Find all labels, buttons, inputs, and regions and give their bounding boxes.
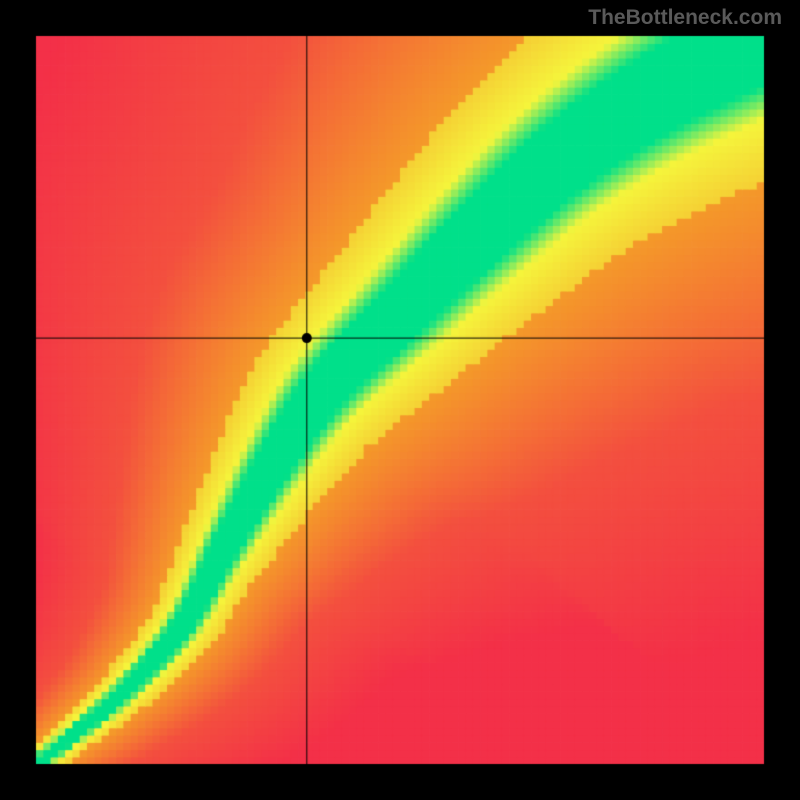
chart-container: TheBottleneck.com — [0, 0, 800, 800]
heatmap-canvas — [0, 0, 800, 800]
watermark-text: TheBottleneck.com — [588, 6, 782, 30]
